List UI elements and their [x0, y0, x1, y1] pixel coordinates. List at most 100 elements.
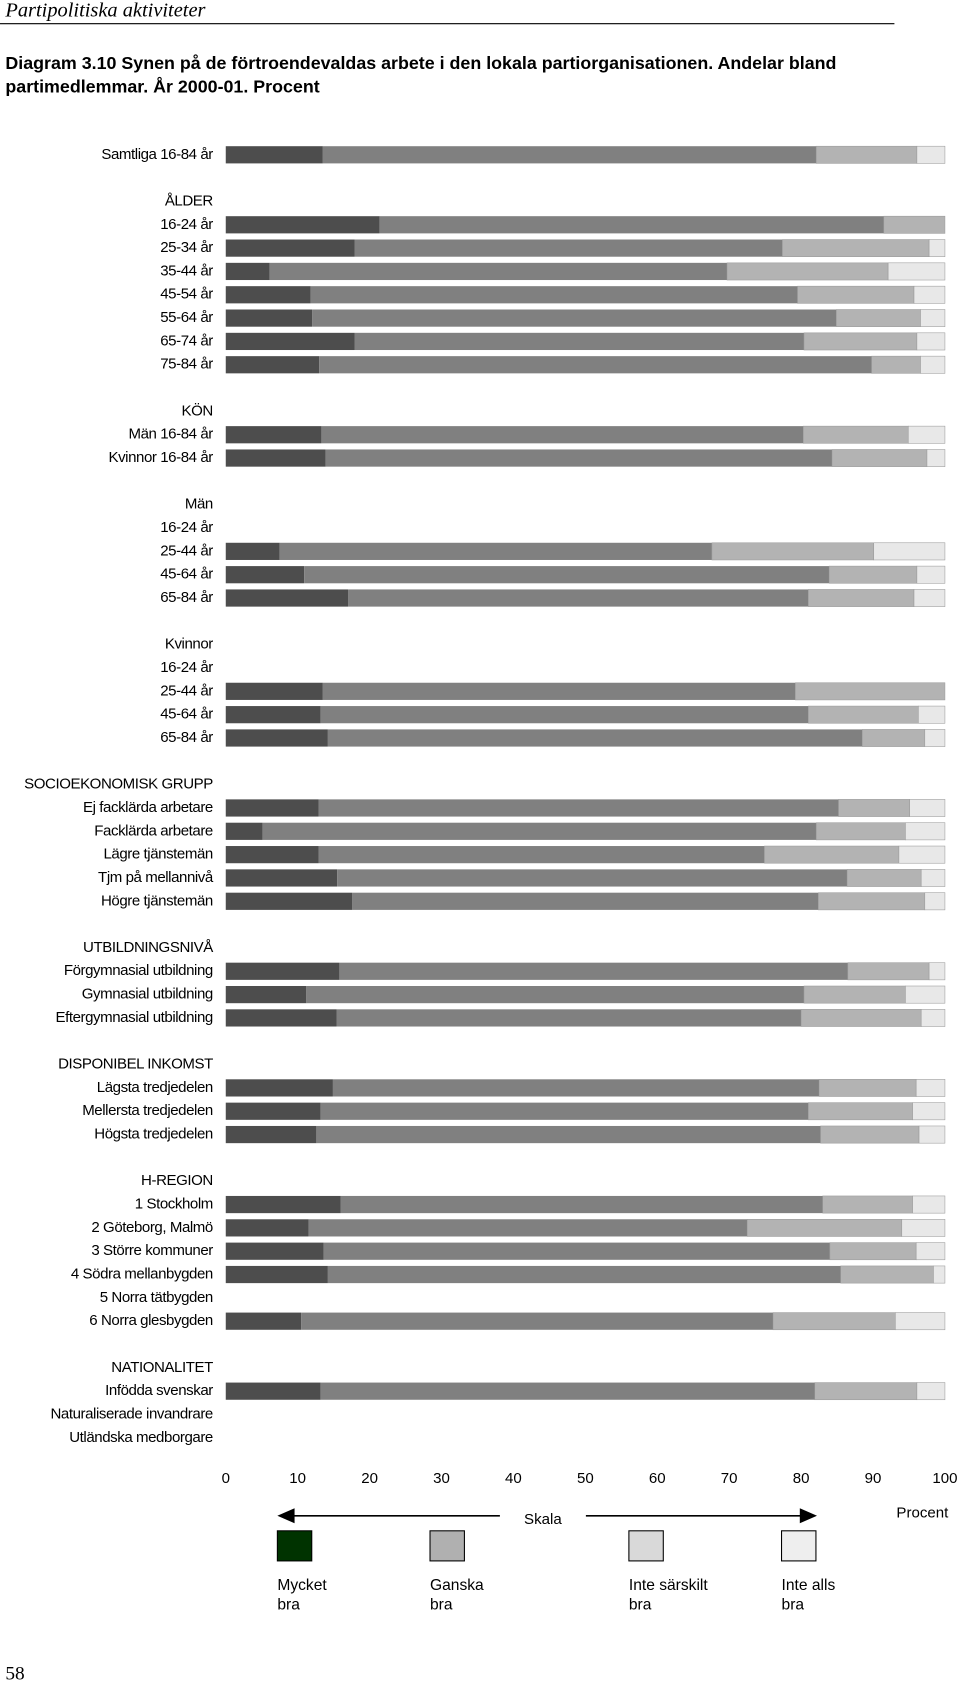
legend-swatch: [276, 1530, 313, 1562]
bar-segment: [225, 426, 322, 444]
x-tick-label: 20: [361, 1470, 378, 1487]
y-tick-label: 4 Södra mellanbygden: [71, 1265, 213, 1282]
bar-segment: [225, 729, 328, 747]
y-tick-label: SOCIOEKONOMISK GRUPP: [24, 776, 213, 793]
y-tick-label: Facklärda arbetare: [94, 822, 213, 839]
bar-segment: [920, 309, 946, 327]
legend-label: Inte alls bra: [781, 1577, 836, 1614]
bar-segment: [818, 1079, 917, 1097]
x-tick-label: 60: [649, 1470, 666, 1487]
bar-segment: [279, 542, 712, 560]
bar-segment: [818, 892, 926, 911]
bar-segment: [354, 332, 804, 351]
bar-segment: [318, 799, 839, 817]
bar-segment: [225, 1195, 341, 1214]
y-tick-label: Infödda svenskar: [105, 1382, 213, 1399]
bar-segment: [322, 682, 796, 700]
y-tick-label: 45-64 år: [160, 706, 213, 723]
y-tick-label: Gymnasial utbildning: [82, 986, 213, 1003]
bar-segment: [916, 332, 946, 351]
arrow-head: [277, 1508, 295, 1524]
bar-segment: [746, 1219, 903, 1237]
y-tick-label: 1 Stockholm: [135, 1196, 213, 1213]
x-tick-label: 100: [932, 1470, 957, 1487]
bar-segment: [905, 822, 946, 841]
y-tick-label: 65-84 år: [160, 589, 213, 606]
y-tick-label: 25-34 år: [160, 239, 213, 256]
page-header: Partipolitiska aktiviteter: [4, 0, 205, 22]
bar-segment: [318, 846, 765, 864]
bar-segment: [225, 1102, 321, 1120]
y-tick-label: Samtliga 16-84 år: [101, 146, 213, 163]
bar-segment: [225, 542, 280, 560]
bar-segment: [873, 542, 946, 561]
y-tick-label: 45-54 år: [160, 286, 213, 303]
bar-segment: [225, 1125, 317, 1144]
x-tick-label: 10: [289, 1470, 306, 1487]
y-tick-label: 65-84 år: [160, 729, 213, 746]
y-tick-label: Lägsta tredjedelen: [97, 1079, 213, 1096]
bar-segment: [225, 449, 326, 467]
bar-segment: [909, 799, 946, 817]
bar-segment: [225, 799, 319, 817]
bar-segment: [320, 706, 809, 724]
bar-segment: [340, 1195, 823, 1214]
bar-segment: [304, 566, 830, 584]
bar-segment: [348, 589, 809, 607]
y-tick-label: 3 Större kommuner: [91, 1242, 213, 1259]
bar-segment: [808, 589, 915, 607]
bar-segment: [933, 1265, 946, 1284]
bar-segment: [831, 449, 928, 467]
bar-segment: [926, 449, 946, 467]
bar-segment: [225, 706, 321, 724]
bar-segment: [924, 892, 946, 911]
y-tick-label: UTBILDNINGSNIVÅ: [83, 939, 213, 956]
y-tick-label: Män 16-84 år: [129, 426, 214, 443]
bar-segment: [225, 1265, 328, 1284]
bar-segment: [225, 286, 311, 304]
x-tick-label: 0: [222, 1470, 230, 1487]
bar-segment: [838, 799, 910, 817]
bar-segment: [918, 705, 946, 724]
bar-segment: [327, 1265, 841, 1284]
bar-segment: [301, 1312, 774, 1330]
bar-segment: [820, 1125, 920, 1144]
legend-label-box: Inte alls bra: [781, 1577, 836, 1614]
arrow-head: [799, 1508, 818, 1524]
y-tick-label: 75-84 år: [160, 356, 213, 373]
bar-segment: [814, 1382, 918, 1401]
bar-segment: [225, 1079, 333, 1097]
bar-segment: [327, 729, 863, 747]
bar-segment: [225, 892, 353, 910]
bar-segment: [905, 985, 946, 1004]
y-tick-label: Män: [185, 496, 213, 513]
bar-segment: [803, 985, 906, 1004]
bar-segment: [225, 822, 263, 840]
bar-segment: [269, 262, 728, 281]
bar-segment: [913, 285, 946, 304]
bar-segment: [802, 425, 909, 444]
bar-segment: [262, 822, 817, 840]
bar-segment: [797, 285, 915, 304]
y-tick-label: H-REGION: [141, 1172, 213, 1189]
bar-segment: [337, 869, 848, 887]
chart-title: Diagram 3.10 Synen på de förtroendevalda…: [5, 52, 837, 97]
bar-segment: [782, 239, 930, 257]
y-tick-label: Högsta tredjedelen: [94, 1126, 213, 1143]
bar-segment: [319, 356, 872, 374]
bar-segment: [711, 542, 875, 561]
bar-segment: [883, 215, 946, 234]
bar-segment: [325, 449, 833, 467]
bar-segment: [225, 869, 338, 887]
x-tick-label: 90: [865, 1470, 882, 1487]
bar-segment: [322, 146, 817, 164]
bar-segment: [312, 309, 837, 327]
y-tick-label: Utländska medborgare: [69, 1429, 213, 1446]
bar-segment: [225, 962, 340, 980]
bar-segment: [336, 1009, 802, 1027]
x-axis-label: Procent: [896, 1505, 949, 1522]
bar-segment: [306, 985, 804, 1004]
bar-segment: [836, 309, 921, 327]
x-tick-label: 30: [433, 1470, 450, 1487]
bar-segment: [920, 1009, 946, 1027]
